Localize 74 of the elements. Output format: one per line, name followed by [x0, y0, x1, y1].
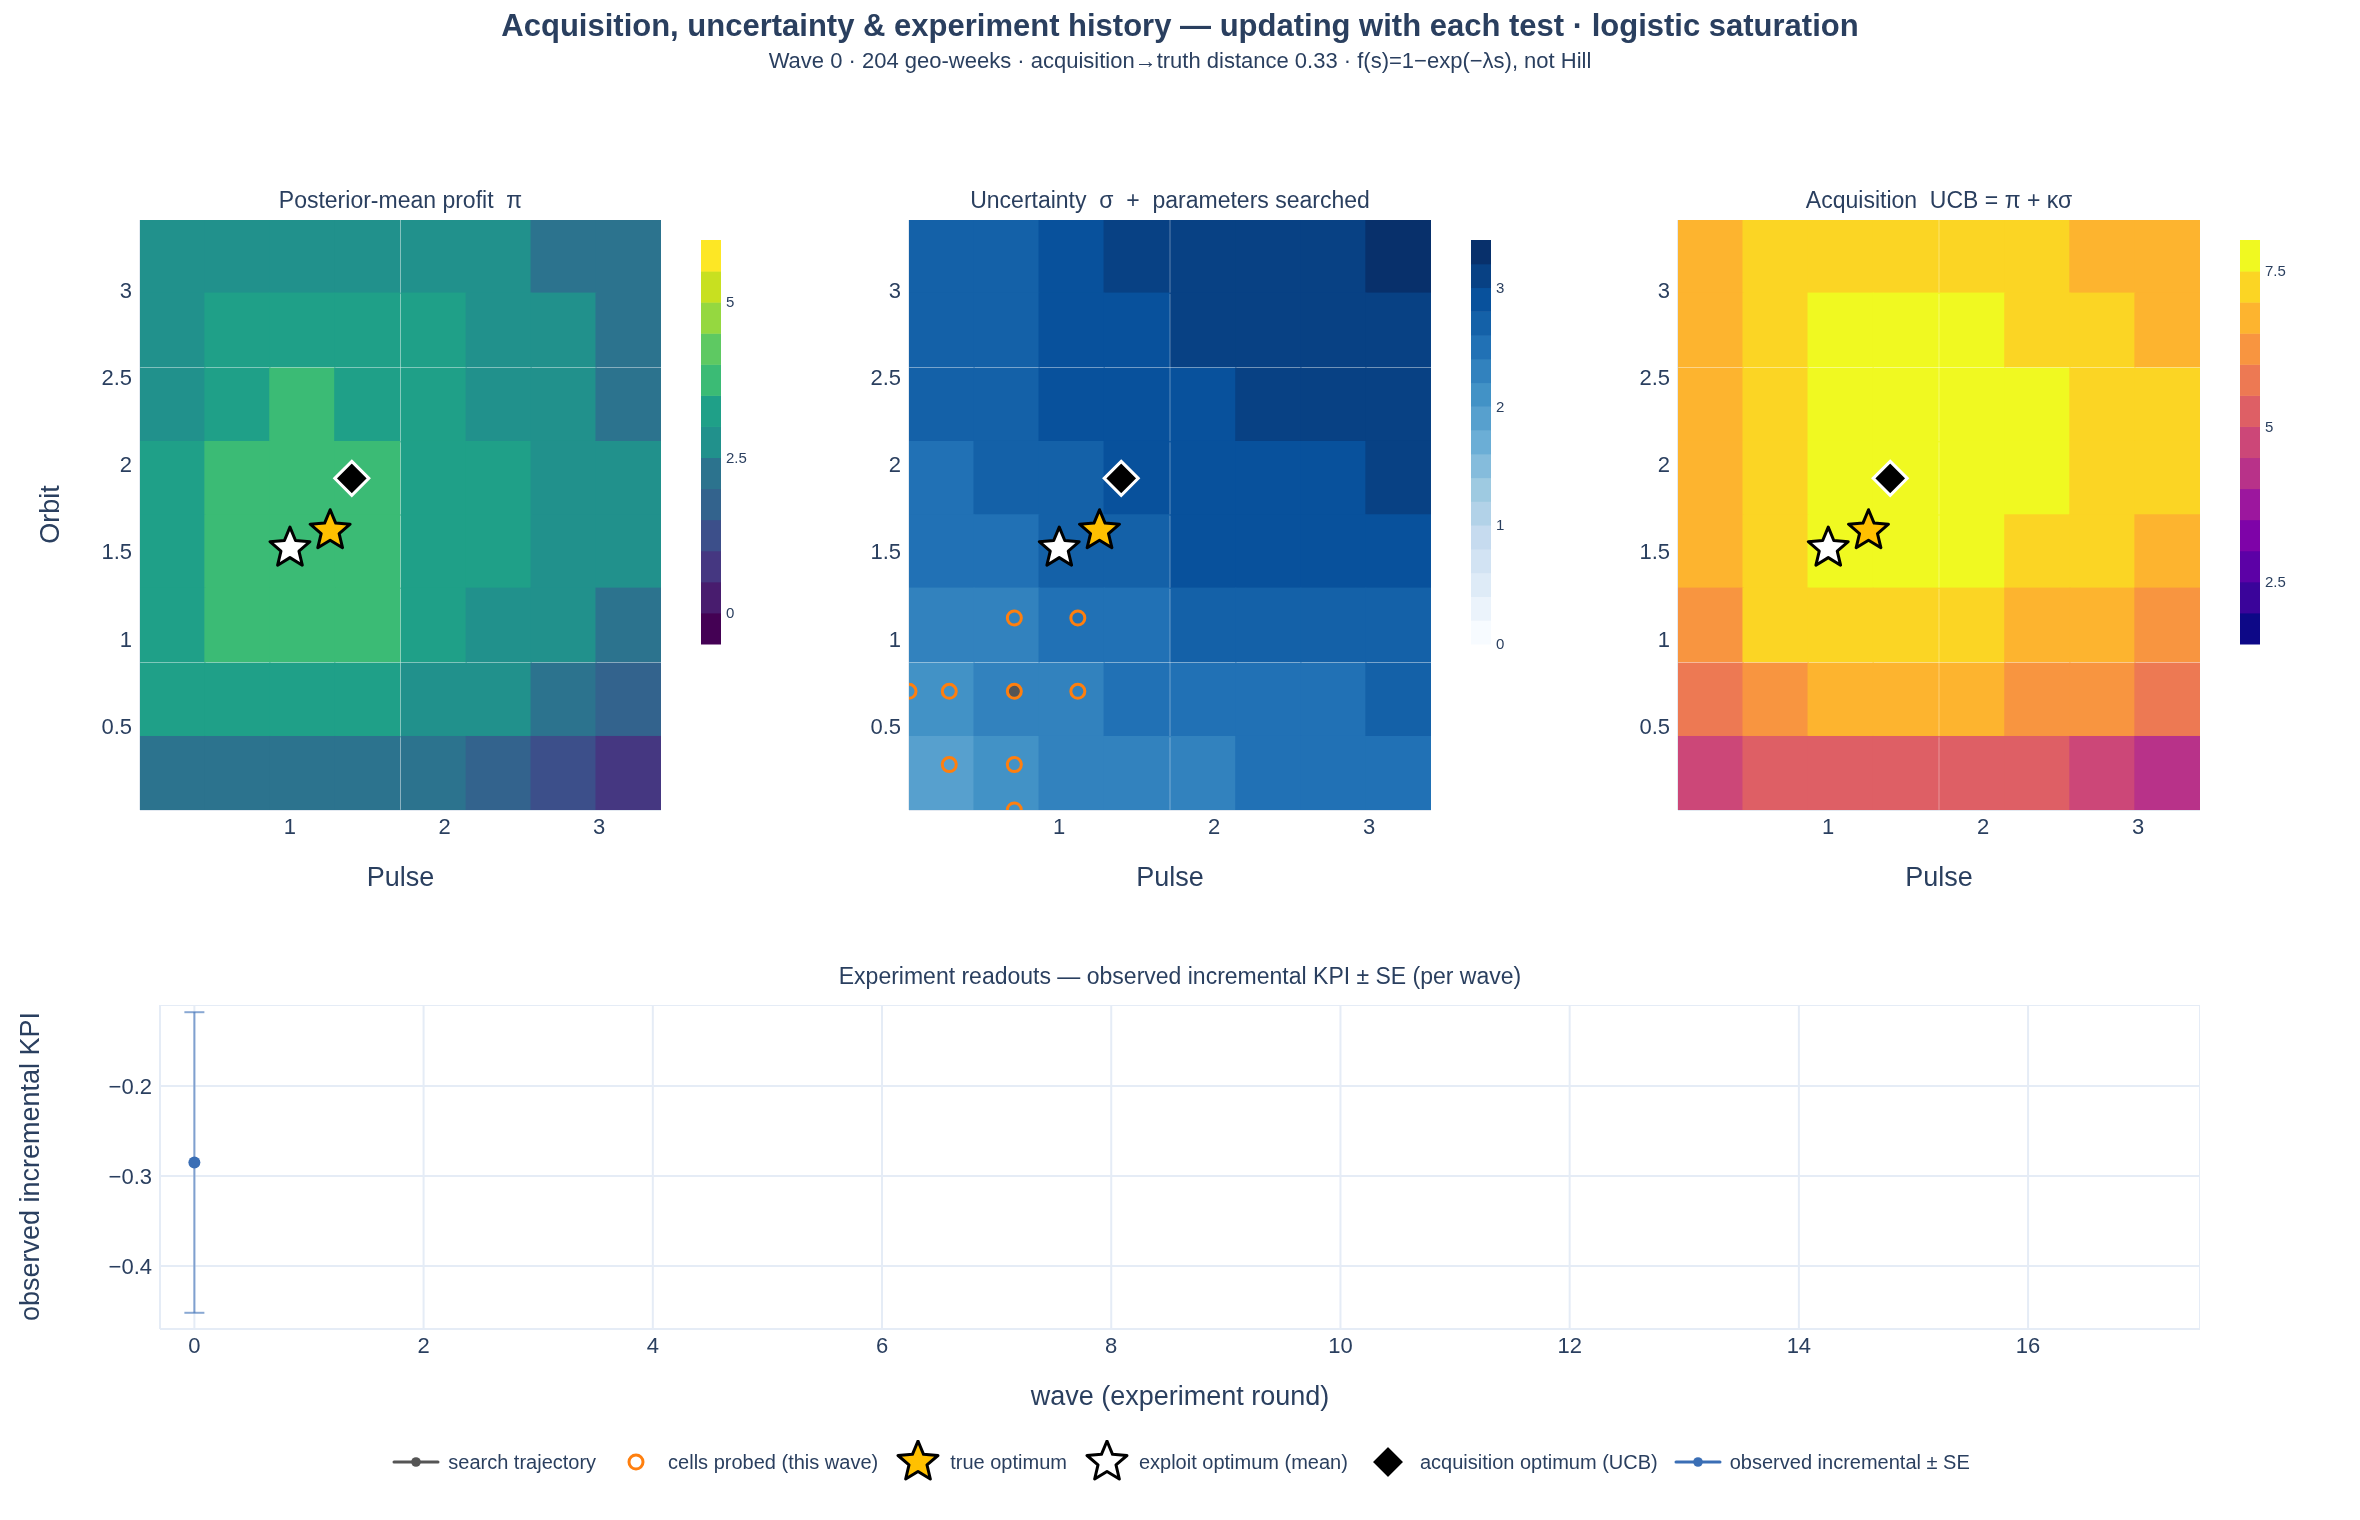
chart-title: Posterior-mean profit π	[277, 187, 524, 214]
y-tick-label: 2.5	[1639, 364, 1670, 390]
x-tick-label: 14	[1786, 1332, 1812, 1358]
x-axis-title: Pulse	[1904, 862, 1974, 893]
color-bar-label: 2.5	[2265, 573, 2286, 591]
color-bar-label: 1	[1496, 516, 1505, 534]
x-tick-label: 8	[1105, 1332, 1118, 1358]
x-axis-title: Pulse	[1135, 862, 1205, 893]
point	[1078, 508, 1121, 550]
x-tick-label: 1	[283, 813, 297, 839]
chart-title: Acquisition UCB = π + κσ	[1804, 187, 2074, 214]
x-tick-label: 2	[438, 813, 451, 839]
y-axis-title: Orbit	[34, 484, 66, 546]
color-bar-label: 2.5	[726, 448, 747, 466]
y-axis-title: observed incremental KPI	[14, 1010, 46, 1324]
legend-label: observed incremental ± SE	[1729, 1450, 1970, 1474]
point	[940, 682, 958, 700]
y-tick-label: 1	[888, 626, 901, 652]
y-tick-label: 3	[119, 277, 132, 303]
y-tick-label: 2.5	[870, 364, 901, 390]
legend-label: search trajectory	[448, 1450, 597, 1474]
y-tick-label: 3	[888, 277, 901, 303]
text: Acquisition, uncertainty & experiment history — updating with each test · logistic saturation	[500, 8, 1860, 44]
x-tick-label: 3	[2131, 813, 2145, 839]
chart-title: Experiment readouts — observed incremental KPI ± SE (per wave)	[837, 963, 1523, 990]
y-tick-label: −0.2	[108, 1073, 152, 1099]
x-tick-label: 4	[646, 1332, 659, 1358]
x-tick-label: 2	[417, 1332, 430, 1358]
point	[1005, 609, 1023, 627]
x-tick-label: 12	[1557, 1332, 1582, 1358]
x-tick-label: 3	[593, 813, 606, 839]
legend-label: cells probed (this wave)	[668, 1450, 879, 1474]
x-axis-title: Pulse	[365, 862, 436, 893]
legend-label: acquisition optimum (UCB)	[1419, 1450, 1658, 1474]
y-tick-label: 2	[119, 452, 132, 478]
y-tick-label: −0.3	[108, 1163, 152, 1189]
x-tick-label: 1	[1053, 813, 1066, 839]
y-tick-label: 1	[1657, 626, 1670, 652]
y-tick-label: 2.5	[101, 364, 132, 390]
color-bar-label: 3	[1496, 278, 1505, 296]
point	[1069, 609, 1087, 627]
x-tick-label: 16	[2015, 1332, 2041, 1358]
x-tick-label: 3	[1362, 813, 1376, 839]
point	[940, 756, 958, 774]
text: Wave 0 · 204 geo-weeks · acquisition→truth distance 0.33 · f(s)=1−exp(−λs), not Hill	[767, 48, 1593, 74]
color-bar-label: 5	[726, 293, 735, 311]
y-tick-label: 3	[1657, 277, 1670, 303]
y-tick-label: 2	[1657, 452, 1670, 478]
y-tick-label: 1	[119, 626, 132, 652]
x-tick-label: 10	[1328, 1332, 1353, 1358]
x-tick-label: 6	[875, 1332, 889, 1358]
x-tick-label: 1	[1822, 813, 1835, 839]
x-tick-label: 2	[1977, 813, 1990, 839]
x-axis-title: wave (experiment round)	[1029, 1381, 1331, 1412]
y-tick-label: 0.5	[101, 714, 132, 740]
color-bar-label: 7.5	[2265, 262, 2286, 280]
legend-label: exploit optimum (mean)	[1138, 1450, 1348, 1474]
y-tick-label: −0.4	[108, 1253, 152, 1279]
chart-title: Uncertainty σ + parameters searched	[969, 187, 1371, 214]
color-bar-label: 2	[1496, 397, 1505, 415]
y-tick-label: 0.5	[870, 714, 901, 740]
y-tick-label: 0.5	[1639, 714, 1670, 740]
x-tick-label: 2	[1208, 813, 1221, 839]
y-tick-label: 1.5	[870, 539, 901, 565]
y-tick-label: 1.5	[1639, 539, 1670, 565]
y-tick-label: 2	[888, 452, 901, 478]
color-bar-label: 5	[2265, 417, 2274, 435]
point	[1069, 682, 1087, 700]
y-tick-label: 1.5	[101, 539, 132, 565]
point	[1005, 756, 1023, 774]
legend-label: true optimum	[950, 1450, 1067, 1474]
x-tick-label: 0	[188, 1332, 201, 1358]
color-bar-label: 0	[726, 604, 735, 622]
color-bar-label: 0	[1496, 635, 1505, 653]
